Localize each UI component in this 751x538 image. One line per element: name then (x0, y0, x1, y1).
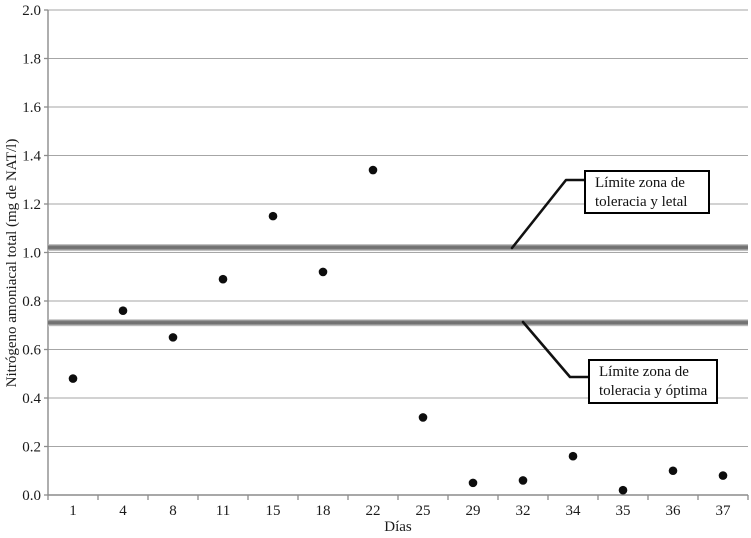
annotation-box-letal: Límite zona de toleracia y letal (584, 170, 710, 214)
data-point (118, 306, 128, 316)
x-tick-label: 4 (119, 503, 127, 519)
x-tick-label: 18 (316, 503, 331, 519)
data-point (168, 333, 178, 342)
y-tick-label: 0.4 (22, 391, 41, 407)
data-point (518, 476, 528, 485)
y-tick-label: 0.0 (22, 488, 41, 504)
y-tick-label: 1.6 (22, 100, 41, 116)
data-point (218, 274, 228, 284)
y-tick-label: 1.4 (22, 149, 41, 165)
annotation-box-optima: Límite zona de toleracia y óptima (588, 359, 718, 404)
data-point (318, 267, 328, 277)
data-point (68, 374, 78, 383)
y-tick-label: 1.0 (22, 246, 41, 262)
y-tick-label: 0.6 (22, 343, 41, 359)
x-tick-label: 8 (169, 503, 177, 519)
y-axis-title: Nitrógeno amoniacal total (mg de NAT/l) (4, 138, 20, 388)
annotation-text-line: toleracia y óptima (599, 383, 708, 399)
x-tick-label: 1 (69, 503, 77, 519)
y-tick-label: 2.0 (22, 3, 41, 19)
x-tick-label: 22 (366, 503, 381, 519)
x-tick-label: 11 (216, 503, 230, 519)
x-tick-label: 37 (716, 503, 732, 519)
x-tick-label: 15 (266, 503, 281, 519)
data-point (618, 485, 628, 495)
x-axis-title: Días (384, 519, 412, 535)
limit-line-letal (48, 244, 748, 252)
x-tick-label: 35 (616, 503, 631, 519)
data-point (418, 413, 428, 422)
data-point (718, 471, 728, 480)
data-point (268, 211, 278, 221)
y-tick-label: 1.8 (22, 52, 41, 68)
data-point (568, 451, 578, 461)
y-tick-label: 1.2 (22, 197, 41, 213)
limit-line-optima (48, 319, 748, 327)
data-point (468, 478, 478, 488)
x-tick-label: 36 (666, 503, 682, 519)
y-tick-label: 0.2 (22, 440, 41, 456)
annotation-text-line: Límite zona de (599, 364, 689, 380)
y-tick-label: 0.8 (22, 294, 41, 310)
x-tick-label: 34 (566, 503, 582, 519)
data-point (368, 165, 378, 175)
x-tick-label: 25 (416, 503, 431, 519)
x-tick-label: 29 (466, 503, 481, 519)
x-tick-label: 32 (516, 503, 531, 519)
callout-line (521, 320, 590, 379)
callout-line (510, 178, 586, 250)
annotation-text-line: toleracia y letal (595, 194, 688, 210)
data-point (668, 466, 678, 476)
annotation-text-line: Límite zona de (595, 175, 685, 191)
